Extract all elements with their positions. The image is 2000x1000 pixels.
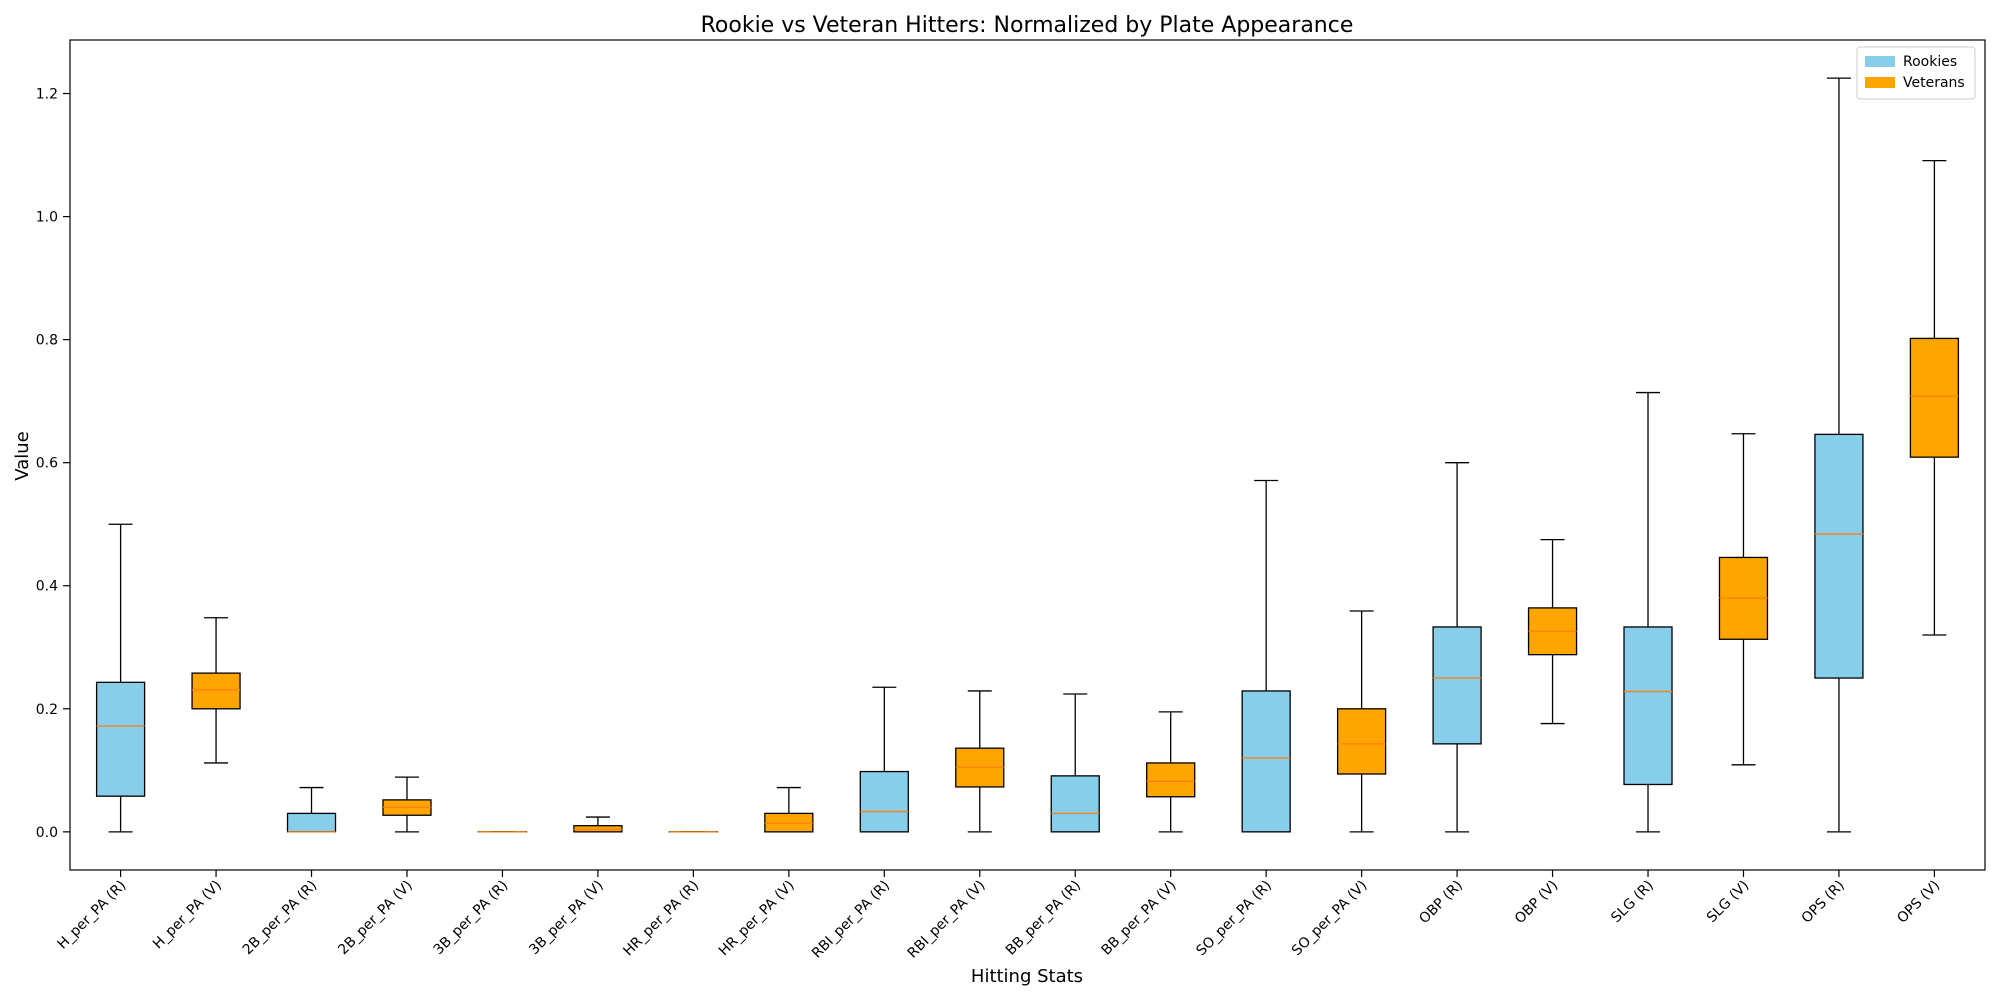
iqr-box [1146, 762, 1196, 798]
x-tick-label: HR_per_PA (V) [716, 878, 798, 960]
x-tick-label: OBP (R) [1416, 878, 1466, 928]
iqr-box [191, 672, 241, 710]
box-group [1527, 538, 1578, 725]
iqr-box [95, 681, 146, 797]
box-group [191, 617, 241, 764]
box-group [859, 686, 909, 833]
plot-frame [69, 39, 1986, 871]
y-tick-label: 1.2 [36, 87, 58, 103]
box-group [1432, 462, 1482, 833]
plot-area: 0.0 0.2 0.4 0.6 0.8 1.0 1.2 H_per_PA (R) H_per_P… [36, 39, 1986, 962]
legend: Rookies Veterans [1856, 46, 1976, 100]
box-group [573, 816, 623, 833]
box-group [1146, 711, 1196, 833]
box-group [1050, 693, 1100, 833]
x-tick-label: 2B_per_PA (V) [335, 878, 415, 958]
box-group [1718, 433, 1769, 766]
chart-title: Rookie vs Veteran Hitters: Normalized by… [701, 13, 1354, 38]
y-axis-title: Value [12, 431, 33, 480]
legend-label: Rookies [1903, 54, 1957, 70]
x-tick-label: 3B_per_PA (V) [526, 878, 606, 958]
legend-swatch [1865, 56, 1895, 67]
legend-label: Veterans [1903, 75, 1965, 91]
iqr-box [1336, 708, 1387, 775]
iqr-box [1050, 775, 1100, 833]
box-group [764, 786, 814, 833]
x-tick-label: HR_per_PA (R) [620, 878, 702, 960]
box-group [955, 690, 1005, 833]
box-group [1623, 391, 1673, 833]
y-tick-label: 0.4 [36, 579, 58, 595]
y-tick-label: 1.0 [36, 210, 58, 226]
x-tick-label: 3B_per_PA (R) [431, 878, 512, 959]
box-group [286, 786, 337, 833]
box-group [1241, 479, 1291, 833]
x-tick-label: H_per_PA (R) [54, 878, 129, 953]
y-tick-label: 0.2 [36, 702, 58, 718]
box-group [1814, 77, 1864, 833]
x-tick-label: OPS (R) [1799, 878, 1848, 927]
iqr-box [1623, 626, 1673, 786]
iqr-box [286, 812, 337, 833]
x-tick-label: BB_per_PA (R) [1003, 878, 1084, 959]
iqr-box [1432, 626, 1482, 745]
box-group [1909, 159, 1960, 636]
iqr-box [1909, 337, 1960, 458]
x-tick-label: RBI_per_PA (R) [809, 878, 893, 962]
x-tick-label: BB_per_PA (V) [1099, 878, 1180, 959]
y-tick-label: 0.8 [36, 333, 58, 349]
y-tick-label: 0.6 [36, 456, 58, 472]
x-tick-label: RBI_per_PA (V) [905, 878, 989, 962]
box-group [1336, 610, 1387, 833]
x-tick-label: OPS (V) [1894, 878, 1943, 927]
y-tick-label: 0.0 [36, 825, 58, 841]
x-tick-label: SLG (V) [1704, 878, 1752, 926]
x-tick-label: H_per_PA (V) [150, 878, 225, 953]
box-group [95, 523, 146, 833]
iqr-box [1814, 433, 1864, 679]
x-tick-label: 2B_per_PA (R) [240, 878, 321, 959]
iqr-box [1241, 690, 1291, 833]
x-tick-label: SLG (R) [1608, 878, 1657, 927]
iqr-box [859, 770, 909, 833]
x-tick-label: SO_per_PA (V) [1289, 878, 1370, 959]
x-axis-title: Hitting Stats [971, 966, 1083, 987]
x-tick-label: OBP (V) [1512, 878, 1562, 928]
x-tick-label: SO_per_PA (R) [1193, 878, 1275, 960]
box-group [382, 776, 432, 833]
legend-swatch [1865, 77, 1895, 88]
